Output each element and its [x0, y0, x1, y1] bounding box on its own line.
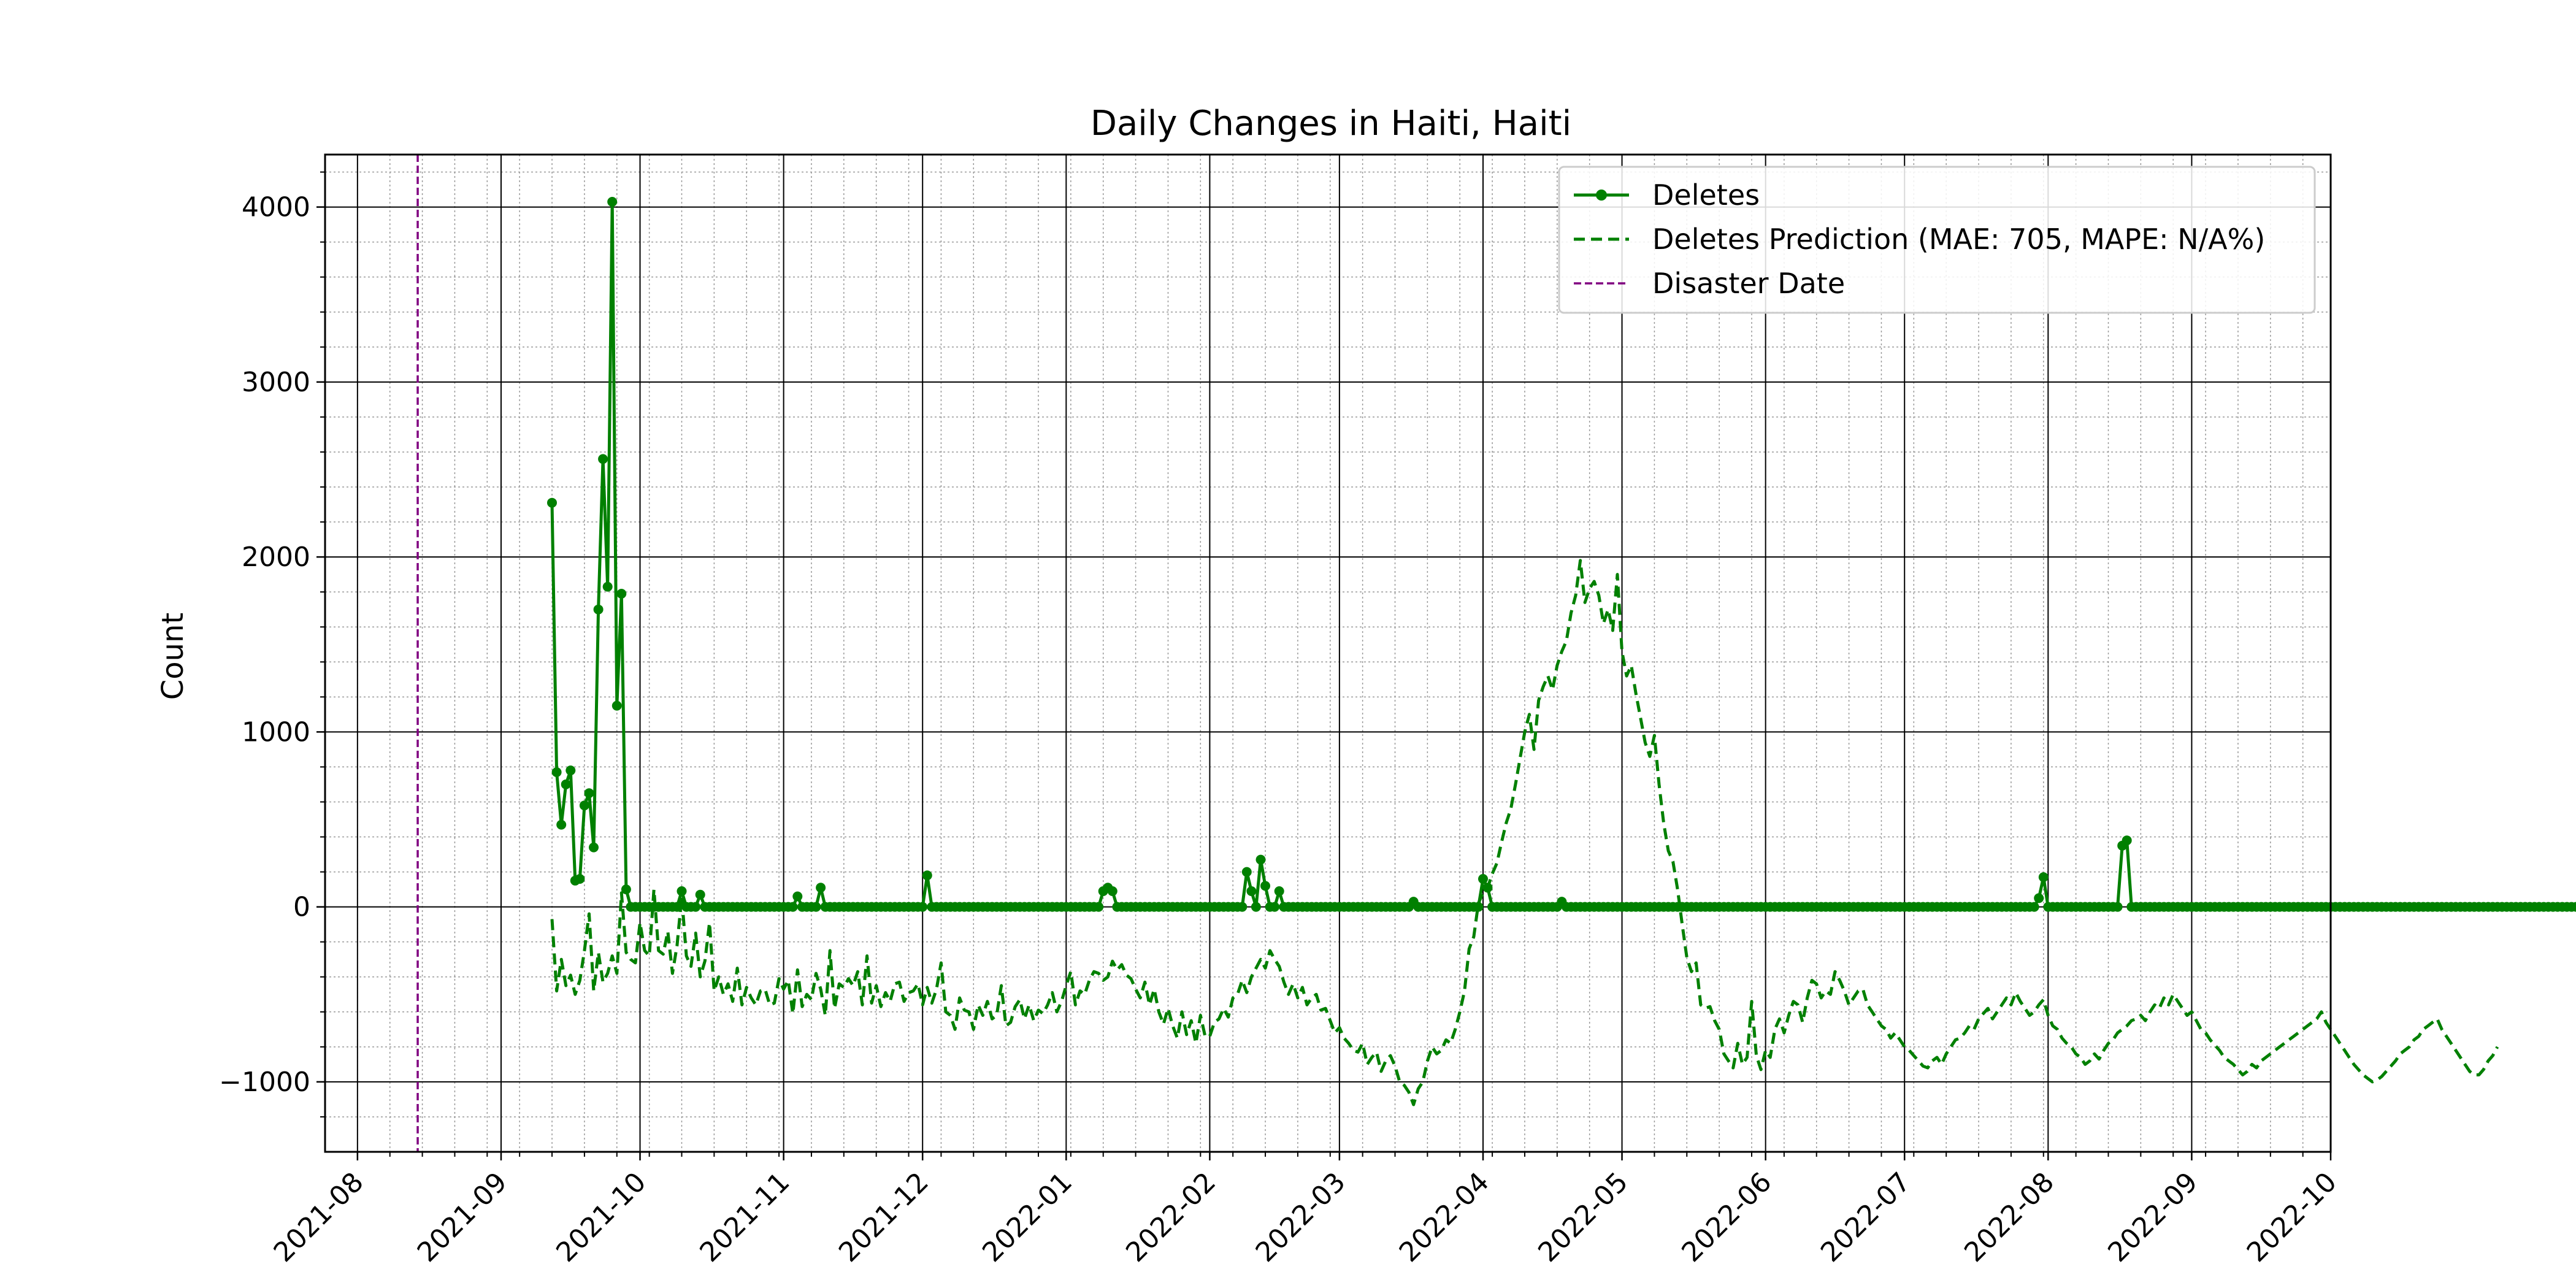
x-tick-label: 2022-09 [2102, 1167, 2204, 1268]
deletes-point [607, 197, 618, 207]
deletes-point [1255, 854, 1266, 865]
deletes-point [2034, 893, 2044, 903]
legend: Deletes Deletes Prediction (MAE: 705, MA… [1558, 166, 2316, 314]
x-tick-label: 2022-07 [1815, 1167, 1917, 1268]
deletes-point [556, 819, 567, 830]
deletes-point [677, 886, 687, 896]
deletes-point [788, 902, 798, 912]
deletes-point [565, 765, 576, 776]
deletes-point [1237, 902, 1248, 912]
chart-title: Daily Changes in Haiti, Haiti [1091, 104, 1571, 144]
deletes-point [579, 800, 589, 811]
x-tick-label: 2022-08 [1958, 1167, 2060, 1268]
prediction-series [550, 559, 2499, 1106]
deletes-point [672, 902, 682, 912]
deletes-point [1241, 867, 1252, 877]
deletes-point [816, 883, 826, 893]
x-tick-label: 2022-04 [1393, 1167, 1495, 1268]
x-tick-label: 2022-06 [1676, 1167, 1777, 1268]
x-tick-label: 2022-02 [1120, 1167, 1222, 1268]
y-tick-label: 1000 [242, 716, 310, 748]
x-tick-label: 2021-09 [412, 1167, 513, 1268]
legend-item-disaster: Disaster Date [1574, 267, 1845, 300]
deletes-point [598, 454, 608, 464]
x-tick-label: 2021-11 [694, 1167, 795, 1268]
deletes-point [1270, 902, 1280, 912]
y-tick-label: 3000 [242, 367, 310, 398]
y-axis-label: Count [156, 613, 190, 700]
legend-label-deletes: Deletes [1652, 178, 1760, 212]
y-tick-label: −1000 [219, 1067, 310, 1098]
x-tick-label: 2021-08 [268, 1167, 370, 1268]
x-tick-label: 2022-03 [1250, 1167, 1352, 1268]
deletes-point [584, 788, 594, 799]
deletes-point [2122, 835, 2132, 846]
deletes-point [621, 884, 631, 895]
deletes-point [1482, 883, 1493, 893]
deletes-point [922, 870, 932, 881]
deletes-point [575, 874, 585, 884]
deletes-point [2029, 902, 2039, 912]
deletes-point [695, 889, 705, 900]
deletes-point [2112, 902, 2123, 912]
y-tick-label: 4000 [242, 192, 310, 223]
deletes-point [547, 497, 557, 508]
deletes-point [1107, 886, 1117, 896]
deletes-point [1274, 886, 1284, 896]
x-tick-label: 2022-05 [1532, 1167, 1634, 1268]
x-tick-label: 2021-10 [550, 1167, 652, 1268]
deletes-point [1094, 902, 1104, 912]
deletes-point [2038, 872, 2049, 883]
y-tick-label: 2000 [242, 542, 310, 573]
deletes-point [611, 700, 622, 711]
x-tick-label: 2022-01 [976, 1167, 1078, 1268]
deletes-point [1478, 874, 1488, 884]
deletes-point [2571, 902, 2576, 912]
plot-frame [324, 153, 2332, 1153]
deletes-point [551, 767, 562, 777]
deletes-point [918, 902, 928, 912]
deletes-point [1473, 902, 1484, 912]
legend-item-deletes: Deletes [1574, 178, 1760, 212]
prediction-line [550, 559, 2499, 1106]
deletes-point [691, 902, 701, 912]
deletes-point [589, 842, 599, 853]
legend-label-disaster: Disaster Date [1652, 267, 1845, 300]
deletes-point [1246, 886, 1257, 896]
deletes-point [1251, 902, 1261, 912]
y-tick-label: 0 [293, 892, 310, 923]
deletes-series [547, 197, 2576, 912]
x-tick-label: 2022-10 [2241, 1167, 2343, 1268]
x-tick-label: 2021-12 [833, 1167, 935, 1268]
deletes-point [593, 604, 604, 615]
legend-item-prediction: Deletes Prediction (MAE: 705, MAPE: N/A%… [1574, 223, 2265, 256]
legend-marker-deletes [1596, 190, 1607, 201]
axis-ticks: 2021-08 2021-09 2021-10 2021-11 2021-12 2022-… [219, 171, 2343, 1268]
deletes-point [792, 891, 803, 902]
deletes-point [602, 581, 613, 592]
major-grid [325, 155, 2331, 1152]
legend-box [1558, 166, 2316, 314]
deletes-point [616, 589, 627, 599]
minor-grid [325, 155, 2331, 1152]
legend-label-prediction: Deletes Prediction (MAE: 705, MAPE: N/A%… [1652, 223, 2265, 256]
deletes-point [811, 902, 821, 912]
deletes-point [1260, 881, 1270, 891]
deletes-point [561, 779, 571, 789]
